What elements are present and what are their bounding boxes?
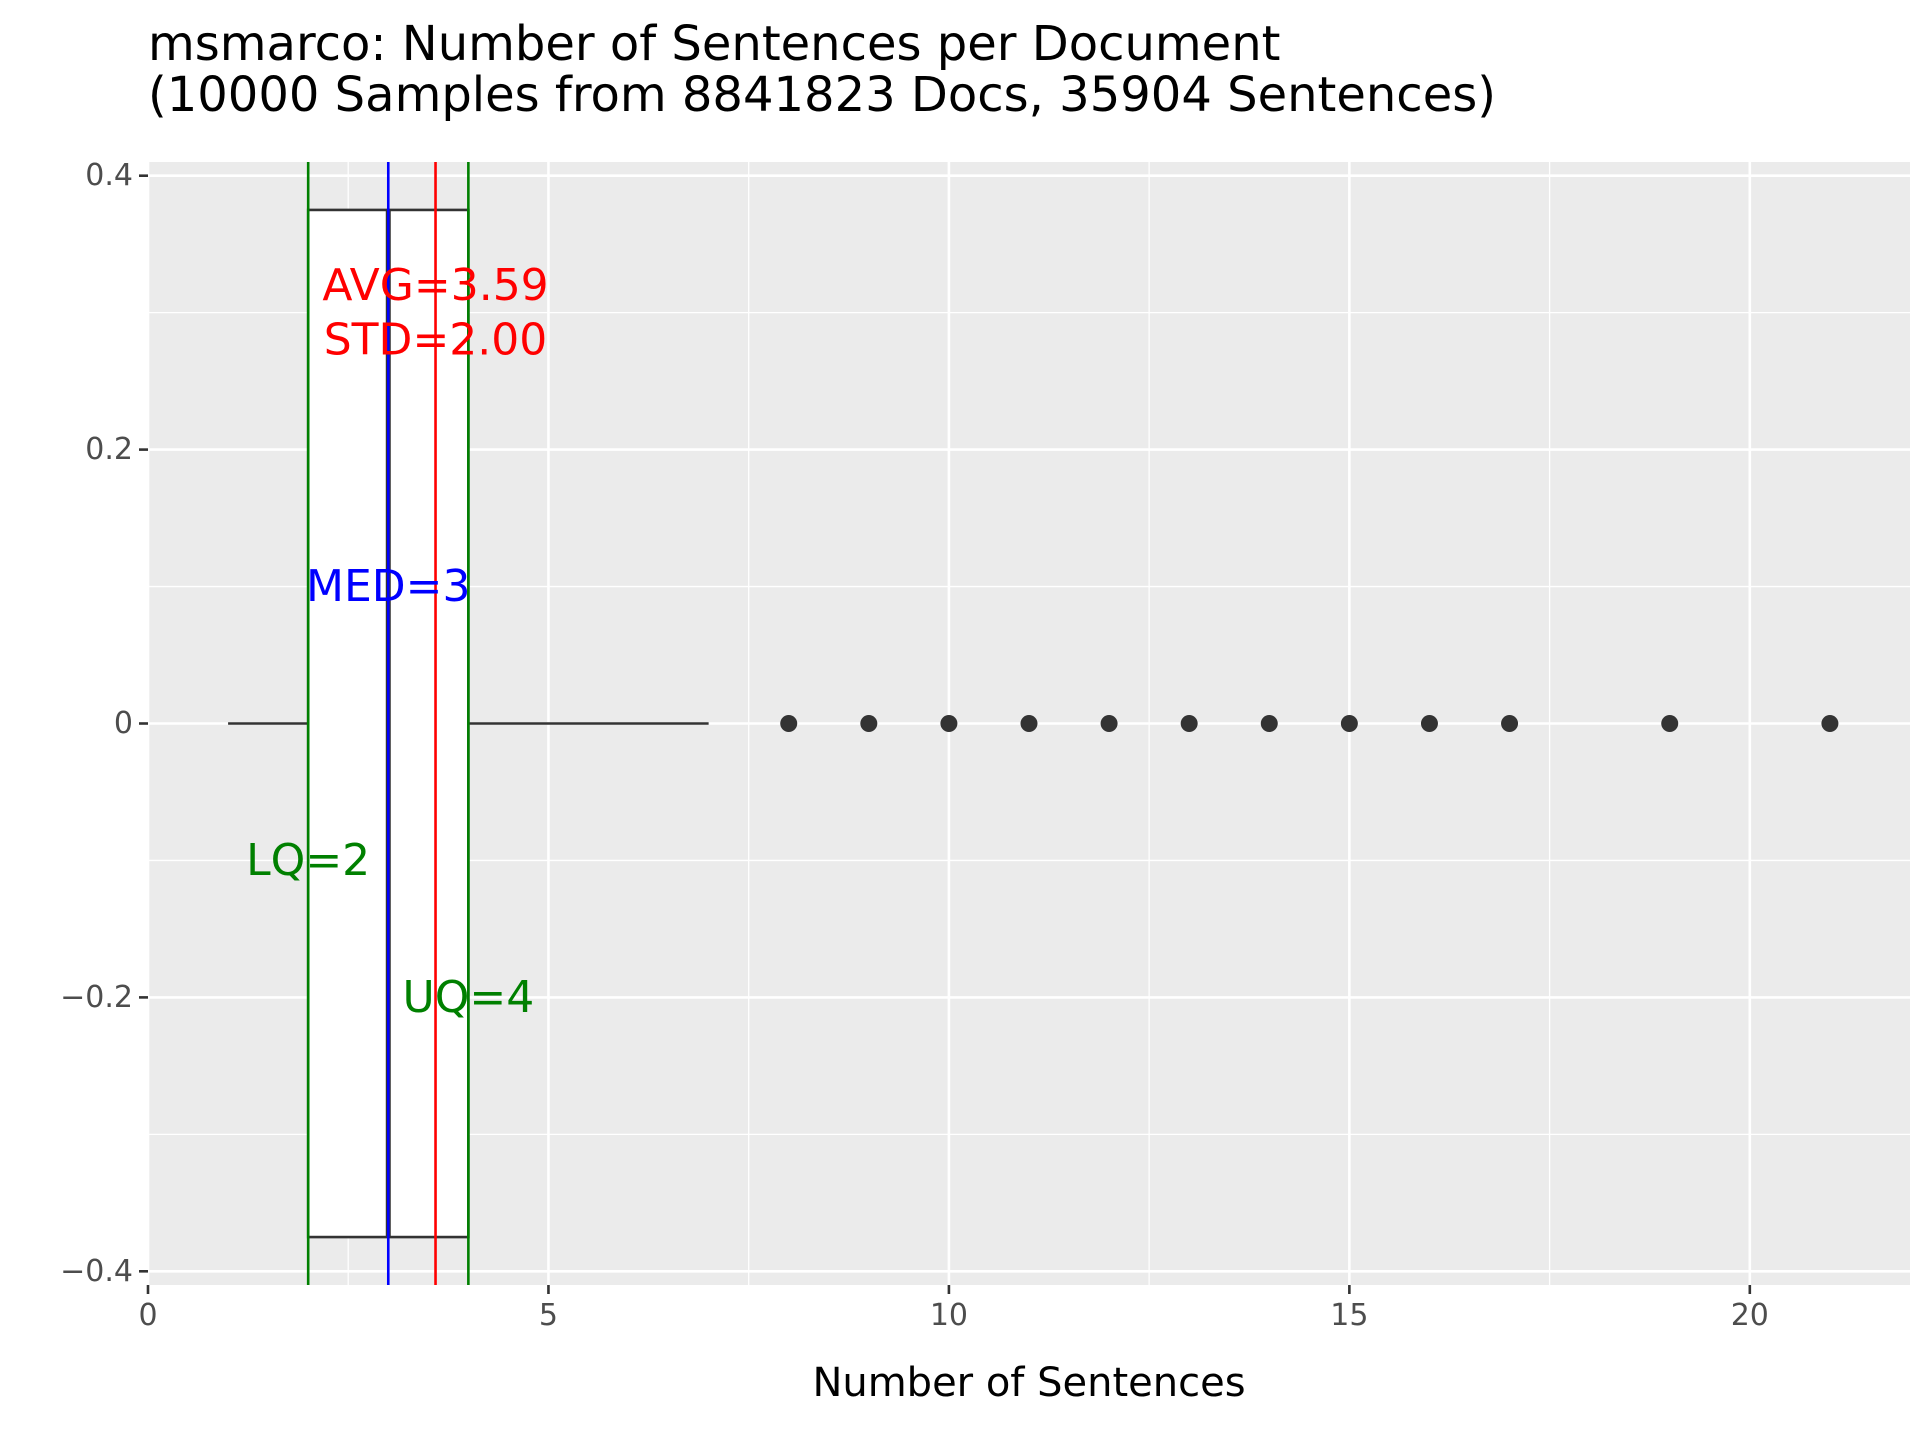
annotation-lq: LQ=2 bbox=[246, 835, 370, 886]
y-tick-label: 0 bbox=[114, 706, 133, 741]
outlier-point bbox=[1020, 715, 1038, 732]
outlier-point bbox=[1661, 715, 1679, 732]
outlier-point bbox=[1100, 715, 1118, 732]
reference-lines bbox=[306, 162, 470, 1285]
x-tick-label: 0 bbox=[138, 1298, 157, 1333]
outlier-point bbox=[1180, 715, 1198, 732]
outlier-point bbox=[1420, 715, 1438, 732]
x-tick-label: 15 bbox=[1330, 1298, 1368, 1333]
x-tick-label: 10 bbox=[930, 1298, 968, 1333]
annotation-uq: UQ=4 bbox=[403, 972, 535, 1023]
x-axis-title: Number of Sentences bbox=[812, 1360, 1245, 1406]
outlier-point bbox=[1260, 715, 1278, 732]
outlier-point bbox=[780, 715, 798, 732]
x-tick-label: 5 bbox=[539, 1298, 558, 1333]
y-tick-label: 0.2 bbox=[85, 432, 133, 467]
y-tick-label: −0.2 bbox=[60, 980, 133, 1015]
outlier-point bbox=[1501, 715, 1519, 732]
outlier-point bbox=[860, 715, 878, 732]
y-tick-label: 0.4 bbox=[85, 158, 133, 193]
y-tick-label: −0.4 bbox=[60, 1254, 133, 1289]
annotation-avg: AVG=3.59 bbox=[322, 260, 548, 311]
outlier-point bbox=[1821, 715, 1839, 732]
chart-subtitle: (10000 Samples from 8841823 Docs, 35904 … bbox=[148, 67, 1496, 123]
x-tick-label: 20 bbox=[1731, 1298, 1769, 1333]
chart-title: msmarco: Number of Sentences per Documen… bbox=[148, 16, 1280, 72]
annotation-std: STD=2.00 bbox=[324, 315, 548, 366]
axes: 0.40.20−0.2−0.40 5 10 15 20 bbox=[60, 158, 1769, 1333]
outlier-points bbox=[780, 715, 1839, 732]
outlier-point bbox=[940, 715, 958, 732]
outlier-point bbox=[1340, 715, 1358, 732]
annotation-med: MED=3 bbox=[306, 561, 471, 612]
